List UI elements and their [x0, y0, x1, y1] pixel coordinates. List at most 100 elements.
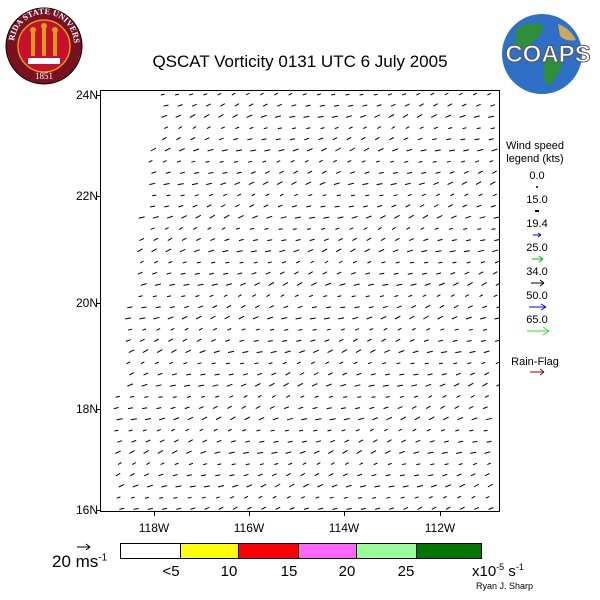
wind-vector: [379, 295, 385, 298]
wind-vector: [142, 407, 148, 410]
wind-vector: [228, 451, 235, 454]
wind-vector: [269, 405, 275, 410]
wind-vector: [132, 462, 136, 466]
wind-vector: [286, 417, 294, 421]
wind-vector: [420, 149, 427, 152]
wind-vector: [276, 160, 281, 163]
wind-vector: [271, 451, 278, 454]
wind-vector: [138, 295, 143, 298]
wind-vector: [490, 205, 496, 208]
wind-vector: [471, 495, 476, 499]
wind-vector: [350, 272, 356, 275]
wind-vector: [398, 428, 403, 432]
wind-vector: [415, 439, 421, 443]
wind-vector: [309, 317, 316, 320]
wind-vector: [174, 462, 179, 466]
wind-vector: [127, 407, 133, 410]
wind-vector: [279, 249, 286, 253]
wind-vector: [242, 373, 249, 376]
wind-vector: [437, 315, 444, 320]
wind-vector: [410, 283, 417, 286]
wind-vector: [356, 449, 363, 454]
wind-vector: [479, 216, 486, 219]
wind-vector: [308, 294, 314, 298]
scale-label-text: 20 ms: [52, 552, 99, 571]
wind-vector: [131, 439, 137, 443]
wind-vector: [171, 373, 178, 376]
wind-legend-arrow: [536, 186, 538, 188]
wind-vector: [169, 283, 176, 286]
lon-label-116w: 116W: [233, 521, 265, 535]
wind-vector: [179, 248, 186, 253]
wind-vector: [221, 149, 228, 152]
wind-vector: [315, 440, 322, 443]
wind-vector: [451, 239, 457, 242]
wind-vector: [321, 147, 327, 152]
lat-label-18n: 18N: [75, 402, 98, 416]
wind-vector: [462, 127, 467, 130]
wind-vector: [293, 271, 299, 275]
wind-vector: [333, 182, 340, 186]
wind-vector: [164, 227, 169, 230]
wind-vector: [476, 204, 482, 208]
colorbar-label: 10: [220, 563, 238, 580]
wind-vector: [494, 260, 499, 264]
wind-vector: [259, 92, 264, 96]
wind-vector: [423, 238, 429, 242]
wind-vector: [196, 338, 202, 342]
wind-vector: [250, 227, 255, 230]
wind-vector: [240, 383, 247, 387]
wind-vector: [305, 181, 312, 186]
wind-vector: [241, 405, 247, 410]
wind-vector: [345, 93, 350, 96]
wind-vector: [456, 473, 462, 477]
wind-vector: [146, 462, 151, 466]
wind-vector: [411, 384, 418, 387]
wind-vector: [269, 328, 275, 331]
scale-label: 20 ms-1: [52, 552, 107, 572]
wind-vector: [235, 204, 240, 208]
wind-vector: [343, 396, 348, 398]
wind-vector: [395, 261, 400, 264]
wind-vector: [374, 114, 381, 118]
wind-vector: [230, 440, 236, 443]
wind-vector: [441, 373, 447, 376]
wind-vector: [199, 350, 206, 354]
coaps-logo: COAPS: [502, 14, 591, 94]
wind-vector: [303, 483, 309, 488]
wind-vector: [421, 193, 426, 197]
wind-vector: [213, 350, 220, 354]
wind-vector: [337, 216, 344, 219]
wind-vector: [346, 508, 352, 510]
wind-vector: [186, 396, 192, 398]
wind-vector: [390, 183, 397, 186]
wind-vector: [350, 171, 356, 174]
wind-vector: [329, 418, 336, 421]
wind-vector: [383, 327, 388, 331]
wind-vector: [357, 396, 362, 398]
wind-vector: [496, 306, 499, 309]
wind-vector: [445, 484, 452, 488]
wind-vector: [374, 136, 380, 141]
wind-vector: [438, 261, 443, 264]
wind-vector: [208, 193, 213, 197]
author-credit: Ryan J. Sharp: [476, 581, 534, 591]
wind-vector: [376, 104, 382, 107]
wind-vector: [461, 103, 467, 107]
wind-vector: [406, 148, 413, 152]
wind-vector: [425, 405, 431, 410]
wind-vector: [474, 138, 480, 141]
wind-vector: [370, 373, 376, 376]
wind-vector: [258, 495, 263, 499]
wind-vector: [447, 181, 454, 186]
wind-vector: [130, 418, 137, 421]
wind-vector: [331, 484, 338, 488]
wind-vector: [203, 93, 208, 96]
wind-vector: [466, 261, 471, 264]
wind-vector: [354, 384, 361, 387]
wind-vector: [192, 126, 197, 130]
wind-vector: [261, 138, 267, 141]
wind-vector: [306, 127, 311, 130]
wind-vector: [212, 405, 218, 410]
wind-vector: [315, 418, 322, 421]
